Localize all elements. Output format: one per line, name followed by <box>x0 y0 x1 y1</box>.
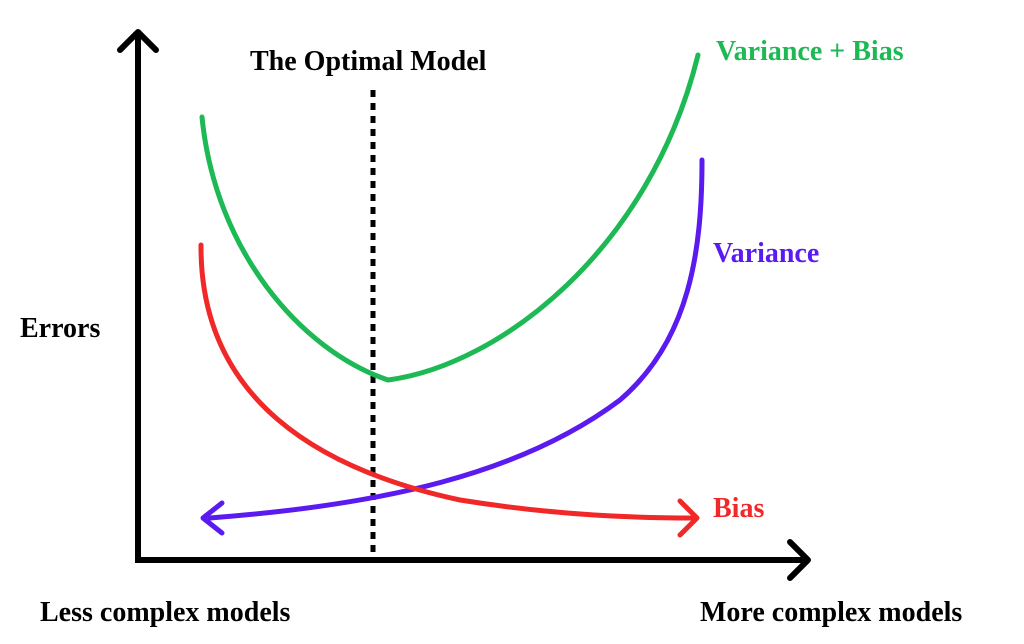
total-error-curve <box>199 52 701 383</box>
y-axis-label: Errors <box>20 313 101 344</box>
optimal-model-label: The Optimal Model <box>250 46 487 77</box>
variance-arrowhead <box>200 500 225 536</box>
x-axis-arrowhead <box>787 539 811 581</box>
x-axis-right-label: More complex models <box>700 597 963 628</box>
variance-curve <box>207 157 705 521</box>
y-axis-arrowhead <box>117 29 159 53</box>
bias-arrowhead <box>677 498 700 538</box>
bias-curve <box>198 242 697 521</box>
x-axis-left-label: Less complex models <box>40 597 291 628</box>
variance-label: Variance <box>713 238 820 269</box>
total-error-label: Variance + Bias <box>716 36 904 67</box>
bias-label: Bias <box>713 493 765 524</box>
